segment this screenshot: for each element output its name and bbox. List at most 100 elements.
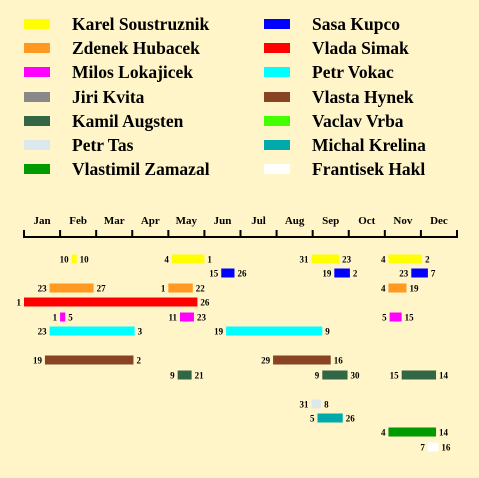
legend-label: Michal Krelina bbox=[312, 135, 426, 155]
bar-start-label: 9 bbox=[315, 371, 320, 381]
bar bbox=[171, 254, 205, 264]
bar-start-label: 1 bbox=[53, 313, 58, 323]
legend-swatch bbox=[24, 43, 50, 54]
bar-end-label: 15 bbox=[405, 313, 415, 323]
bar-end-label: 2 bbox=[425, 255, 430, 265]
bar-end-label: 19 bbox=[409, 284, 419, 294]
legend-label: Vaclav Vrba bbox=[312, 110, 404, 131]
bar bbox=[226, 326, 323, 336]
bar-end-label: 8 bbox=[324, 400, 329, 410]
x-tick-label: May bbox=[176, 215, 198, 227]
legend-label: Vlada Simak bbox=[312, 38, 409, 59]
bar-end-label: 26 bbox=[237, 269, 247, 279]
bar-end-label: 16 bbox=[441, 443, 451, 453]
bar bbox=[311, 399, 322, 409]
bar-start-label: 10 bbox=[60, 255, 70, 265]
bar-start-label: 4 bbox=[381, 428, 386, 438]
bar-end-label: 5 bbox=[68, 313, 73, 323]
legend-label: Frantisek Hakl bbox=[312, 159, 426, 180]
legend-swatch bbox=[264, 19, 290, 29]
legend: Karel Soustruznik Zdenek Hubacek Milos Lok… bbox=[0, 0, 479, 190]
bar-start-label: 1 bbox=[17, 298, 22, 308]
bar-start-label: 5 bbox=[310, 414, 315, 424]
bar bbox=[389, 312, 402, 322]
x-tick-label: Sep bbox=[322, 215, 339, 227]
bar-end-label: 2 bbox=[136, 356, 141, 366]
legend-label: Sasa Kupco bbox=[312, 14, 401, 34]
bar bbox=[334, 268, 350, 278]
bar-start-label: 5 bbox=[382, 313, 387, 323]
legend-swatch bbox=[24, 91, 50, 102]
legend-label: Jiri Kvita bbox=[72, 86, 145, 107]
bar bbox=[179, 312, 194, 322]
bar-start-label: 23 bbox=[38, 327, 48, 337]
bar-end-label: 3 bbox=[138, 327, 143, 337]
legend-swatch bbox=[264, 43, 290, 54]
bar bbox=[388, 254, 423, 264]
bar-start-label: 19 bbox=[33, 356, 43, 366]
legend-label: Zdenek Hubacek bbox=[72, 38, 200, 59]
bar-end-label: 27 bbox=[97, 284, 107, 294]
bar-end-label: 30 bbox=[351, 371, 361, 381]
bar-start-label: 31 bbox=[300, 255, 310, 265]
bar bbox=[273, 355, 331, 365]
bar bbox=[168, 283, 193, 293]
bar-start-label: 1 bbox=[161, 284, 166, 294]
bar-start-label: 7 bbox=[420, 443, 425, 453]
bar-start-label: 23 bbox=[38, 284, 48, 294]
bar-start-label: 23 bbox=[399, 269, 409, 279]
bar bbox=[177, 370, 192, 380]
x-tick-label: Dec bbox=[430, 215, 448, 227]
bar bbox=[317, 413, 343, 423]
legend-swatch bbox=[24, 115, 50, 126]
x-tick-label: Jul bbox=[251, 215, 266, 227]
bar-end-label: 22 bbox=[196, 284, 206, 294]
legend-label: Vlastimil Zamazal bbox=[72, 159, 210, 180]
bar-start-label: 15 bbox=[390, 371, 400, 381]
bar-end-label: 26 bbox=[200, 298, 210, 308]
x-tick-label: Aug bbox=[285, 215, 305, 227]
legend-label: Milos Lokajicek bbox=[72, 62, 194, 83]
bar bbox=[388, 283, 407, 293]
bar-start-label: 9 bbox=[170, 371, 175, 381]
legend-swatch bbox=[24, 164, 50, 175]
x-tick-label: Feb bbox=[69, 215, 87, 227]
x-tick-label: Jan bbox=[33, 215, 50, 227]
bar bbox=[24, 297, 198, 307]
legend-swatch bbox=[24, 19, 50, 29]
bar bbox=[427, 442, 439, 452]
bar-end-label: 7 bbox=[431, 269, 436, 279]
legend-label: Vlasta Hynek bbox=[312, 86, 414, 107]
bar-end-label: 23 bbox=[197, 313, 207, 323]
legend-label: Petr Vokac bbox=[312, 62, 394, 83]
legend-swatch bbox=[264, 91, 290, 102]
legend-swatch bbox=[264, 67, 290, 78]
bar-end-label: 21 bbox=[195, 371, 205, 381]
bar-end-label: 2 bbox=[353, 269, 358, 279]
bar bbox=[221, 268, 235, 278]
bar bbox=[388, 427, 437, 437]
x-tick-label: Apr bbox=[141, 215, 160, 227]
bar-end-label: 9 bbox=[325, 327, 330, 337]
bar-start-label: 11 bbox=[168, 313, 177, 323]
bar-start-label: 4 bbox=[381, 284, 386, 294]
bar bbox=[49, 283, 94, 293]
bar-end-label: 26 bbox=[346, 414, 356, 424]
bar-start-label: 15 bbox=[209, 269, 219, 279]
legend-swatch bbox=[264, 164, 290, 175]
bar-start-label: 29 bbox=[261, 356, 271, 366]
legend-swatch bbox=[264, 115, 290, 126]
bar bbox=[60, 312, 66, 322]
bar-start-label: 19 bbox=[214, 327, 224, 337]
bar-start-label: 19 bbox=[322, 269, 332, 279]
bar-start-label: 4 bbox=[381, 255, 386, 265]
x-tick-label: Nov bbox=[393, 215, 412, 227]
bar-start-label: 4 bbox=[164, 255, 169, 265]
bar-end-label: 1 bbox=[207, 255, 212, 265]
bar-start-label: 31 bbox=[300, 400, 310, 410]
legend-swatch bbox=[24, 140, 50, 150]
bar bbox=[49, 326, 135, 336]
x-tick-label: Oct bbox=[358, 215, 375, 227]
bar bbox=[401, 370, 437, 380]
